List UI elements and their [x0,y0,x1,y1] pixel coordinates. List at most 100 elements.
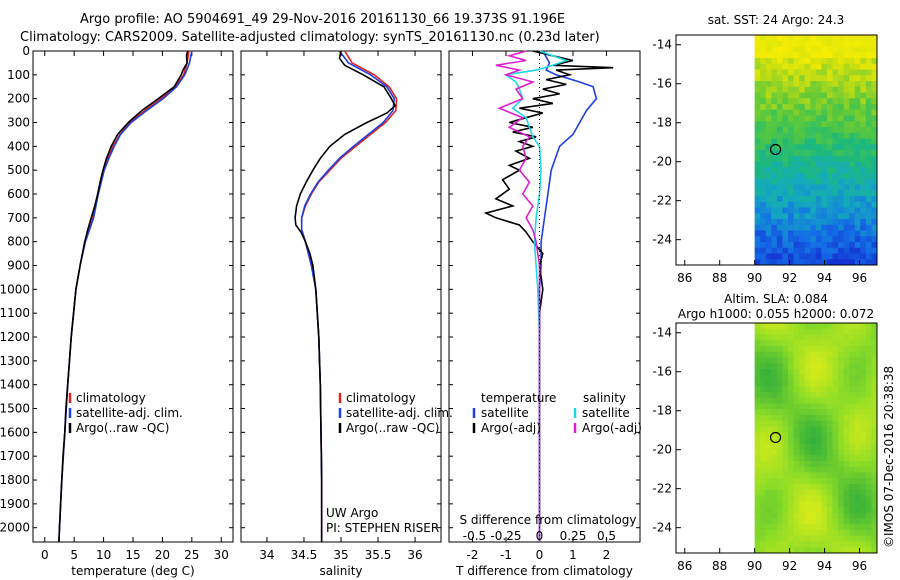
heatmap-cell [771,346,778,353]
heatmap-cell [826,178,834,185]
heatmap-cell [871,323,878,330]
heatmap-cell [843,328,850,335]
heatmap-cell [854,403,861,410]
heatmap-cell [838,541,845,548]
heatmap-cell [765,86,772,93]
heatmap-cell [815,121,822,128]
heatmap-cell [871,380,878,387]
heatmap-cell [799,397,806,404]
heatmap-cell [776,392,783,399]
heatmap-cell [765,346,772,353]
heatmap-cell [804,386,811,393]
heatmap-cell [843,340,850,347]
heatmap-cell [788,489,795,496]
heatmap-cell [760,524,767,531]
heatmap-cell [860,403,867,410]
heatmap-cell [865,415,872,422]
heatmap-cell [754,207,761,214]
heatmap-cell [760,426,767,433]
heatmap-cell [826,346,834,353]
heatmap-cell [843,207,850,214]
heatmap-cell [854,138,861,145]
heatmap-cell [804,167,811,174]
heatmap-cell [815,132,822,139]
heatmap-cell [871,132,878,139]
heatmap-cell [810,518,817,525]
heatmap-cell [860,380,867,387]
heatmap-cell [821,374,828,381]
heatmap-cell [788,52,795,59]
heatmap-cell [843,530,850,537]
heatmap-cell [860,518,867,525]
heatmap-cell [838,98,845,105]
heatmap-cell [754,167,761,174]
heatmap-cell [793,455,800,462]
heatmap-cell [832,253,839,260]
heatmap-cell [776,46,783,53]
heatmap-cell [788,92,795,99]
heatmap-cell [799,167,806,174]
heatmap-cell [849,86,856,93]
heatmap-cell [810,420,817,427]
heatmap-cell [838,247,845,254]
heatmap-cell [804,98,811,105]
heatmap-cell [788,426,795,433]
heatmap-cell [754,121,761,128]
heatmap-cell [782,224,789,231]
heatmap-cell [754,392,761,399]
heatmap-cell [821,334,828,341]
heatmap-cell [821,86,828,93]
heatmap-cell [804,230,811,237]
heatmap-cell [821,489,828,496]
heatmap-cell [826,109,834,116]
heatmap-cell [799,409,806,416]
heatmap-cell [849,541,856,548]
heatmap-cell [860,340,867,347]
heatmap-cell [782,420,789,427]
heatmap-cell [793,190,800,197]
heatmap-cell [760,351,767,358]
heatmap-cell [832,178,839,185]
heatmap-cell [765,340,772,347]
heatmap-cell [854,98,861,105]
heatmap-cell [821,190,828,197]
heatmap-cell [804,247,811,254]
heatmap-cell [854,455,861,462]
heatmap-cell [849,150,856,157]
heatmap-cell [771,432,778,439]
heatmap-cell [793,501,800,508]
heatmap-cell [832,167,839,174]
heatmap-cell [815,512,822,519]
heatmap-cell [838,167,845,174]
heatmap-cell [849,161,856,168]
heatmap-cell [760,420,767,427]
heatmap-cell [810,357,817,364]
heatmap-cell [832,69,839,76]
heatmap-cell [849,535,856,542]
heatmap-cell [760,46,767,53]
heatmap-cell [760,150,767,157]
heatmap-cell [871,524,878,531]
heatmap-cell [804,155,811,162]
heatmap-cell [782,109,789,116]
heatmap-cell [838,201,845,208]
heatmap-cell [793,167,800,174]
heatmap-cell [782,219,789,226]
heatmap-cell [754,420,761,427]
heatmap-cell [760,449,767,456]
heatmap-cell [754,380,761,387]
heatmap-cell [810,489,817,496]
heatmap-cell [782,52,789,59]
heatmap-cell [849,121,856,128]
heatmap-cell [815,530,822,537]
heatmap-cell [799,138,806,145]
heatmap-cell [788,155,795,162]
heatmap-cell [788,242,795,249]
heatmap-cell [826,472,834,479]
heatmap-cell [776,173,783,180]
heatmap-cell [788,328,795,335]
heatmap-cell [810,455,817,462]
heatmap-cell [771,81,778,88]
heatmap-cell [849,207,856,214]
heatmap-cell [799,547,806,554]
